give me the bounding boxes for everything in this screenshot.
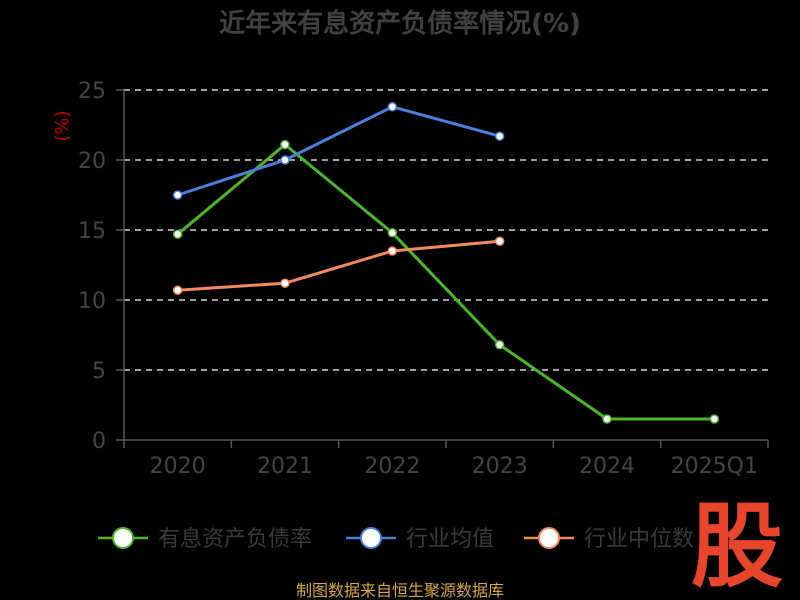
legend-marker: [538, 527, 560, 549]
series-line-2: [177, 239, 500, 292]
y-axis-label: (%): [52, 110, 73, 141]
data-point: [172, 285, 183, 295]
data-point: [280, 155, 290, 165]
legend-marker: [360, 527, 382, 549]
data-point: [172, 229, 183, 239]
y-tick-label: 20: [78, 149, 106, 174]
legend-label: 行业均值: [406, 527, 494, 552]
data-point: [280, 139, 290, 150]
x-tick-labels: 2020 2021 2022 2023 2024 2025Q1: [150, 454, 758, 479]
y-tick-label: 0: [92, 429, 106, 454]
data-point: [172, 190, 183, 200]
series-line-1: [177, 105, 501, 197]
series-lines: [172, 102, 720, 424]
y-tick-label: 5: [92, 359, 106, 384]
x-tick-label: 2025Q1: [671, 454, 758, 479]
x-tick-label: 2023: [472, 454, 528, 479]
data-point: [387, 246, 398, 256]
x-tick-label: 2022: [364, 454, 420, 479]
y-tick-label: 10: [78, 289, 106, 314]
data-point: [602, 414, 612, 424]
source-note: 制图数据来自恒生聚源数据库: [296, 581, 504, 600]
y-tick-label: 15: [78, 219, 106, 244]
legend-label: 行业中位数: [584, 527, 694, 552]
data-point: [280, 278, 290, 288]
legend: 有息资产负债率 行业均值 行业中位数: [98, 527, 694, 552]
chart-title: 近年来有息资产负债率情况(%): [219, 8, 581, 39]
series-line-0: [176, 143, 715, 421]
axes: [116, 89, 769, 448]
data-point: [387, 228, 398, 238]
watermark-logo: 股: [691, 493, 783, 600]
legend-label: 有息资产负债率: [158, 527, 312, 552]
x-tick-label: 2021: [257, 454, 313, 479]
legend-marker: [112, 527, 134, 549]
x-tick-label: 2024: [579, 454, 635, 479]
x-tick-label: 2020: [150, 454, 206, 479]
data-point: [494, 131, 505, 141]
data-point: [494, 236, 505, 246]
y-tick-labels: 0 5 10 15 20 25: [78, 79, 106, 454]
grid-lines: [124, 89, 768, 371]
data-point: [387, 102, 398, 112]
data-point: [709, 414, 720, 424]
y-tick-label: 25: [78, 79, 106, 104]
data-point: [494, 340, 505, 350]
